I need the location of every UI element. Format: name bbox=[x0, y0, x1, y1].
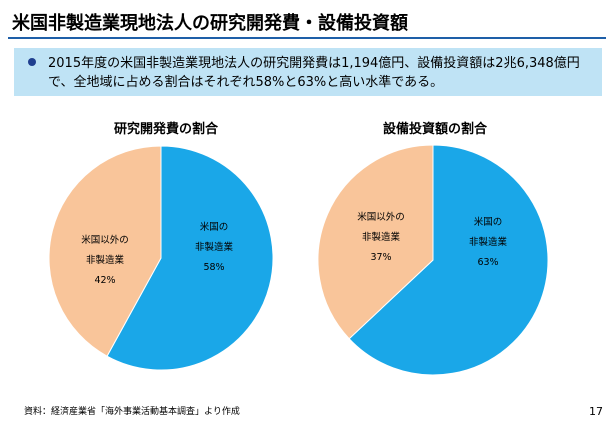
pie-title-capex: 設備投資額の割合 bbox=[382, 122, 487, 137]
title-rule bbox=[8, 37, 606, 39]
pie-slice-label: 米国以外の bbox=[357, 211, 405, 223]
source-note: 資料：経済産業省「海外事業活動基本調査」より作成 bbox=[24, 407, 240, 417]
pie-slice-0-0 bbox=[106, 145, 274, 371]
pie-title-rd: 研究開発費の割合 bbox=[113, 122, 218, 137]
pie-slice-label: 米国の bbox=[200, 221, 229, 233]
summary-text: 2015年度の米国非製造業現地法人の研究開発費は1,194億円、設備投資額は2兆… bbox=[48, 56, 580, 90]
pie-slice-value-label: 63% bbox=[477, 257, 498, 268]
summary-box: 2015年度の米国非製造業現地法人の研究開発費は1,194億円、設備投資額は2兆… bbox=[14, 48, 602, 96]
pie-slice-value-label: 58% bbox=[203, 262, 224, 273]
pie-slice-value-label: 42% bbox=[94, 275, 115, 286]
pie-slice-value-label: 37% bbox=[370, 252, 391, 263]
pie-slice-label: 非製造業 bbox=[362, 231, 401, 243]
bullet-icon bbox=[28, 58, 36, 66]
pie-slice-1-1 bbox=[317, 144, 434, 340]
pie-slice-0-1 bbox=[48, 145, 162, 357]
page-number: 17 bbox=[589, 405, 603, 418]
pie-slice-1-0 bbox=[348, 144, 549, 376]
slide-title: 米国非製造業現地法人の研究開発費・設備投資額 bbox=[12, 13, 408, 34]
pie-slice-label: 米国の bbox=[474, 216, 503, 228]
pie-slice-label: 米国以外の bbox=[81, 234, 129, 246]
pie-slice-label: 非製造業 bbox=[469, 236, 508, 248]
pie-slice-label: 非製造業 bbox=[195, 241, 234, 253]
pie-slice-label: 非製造業 bbox=[86, 254, 125, 266]
